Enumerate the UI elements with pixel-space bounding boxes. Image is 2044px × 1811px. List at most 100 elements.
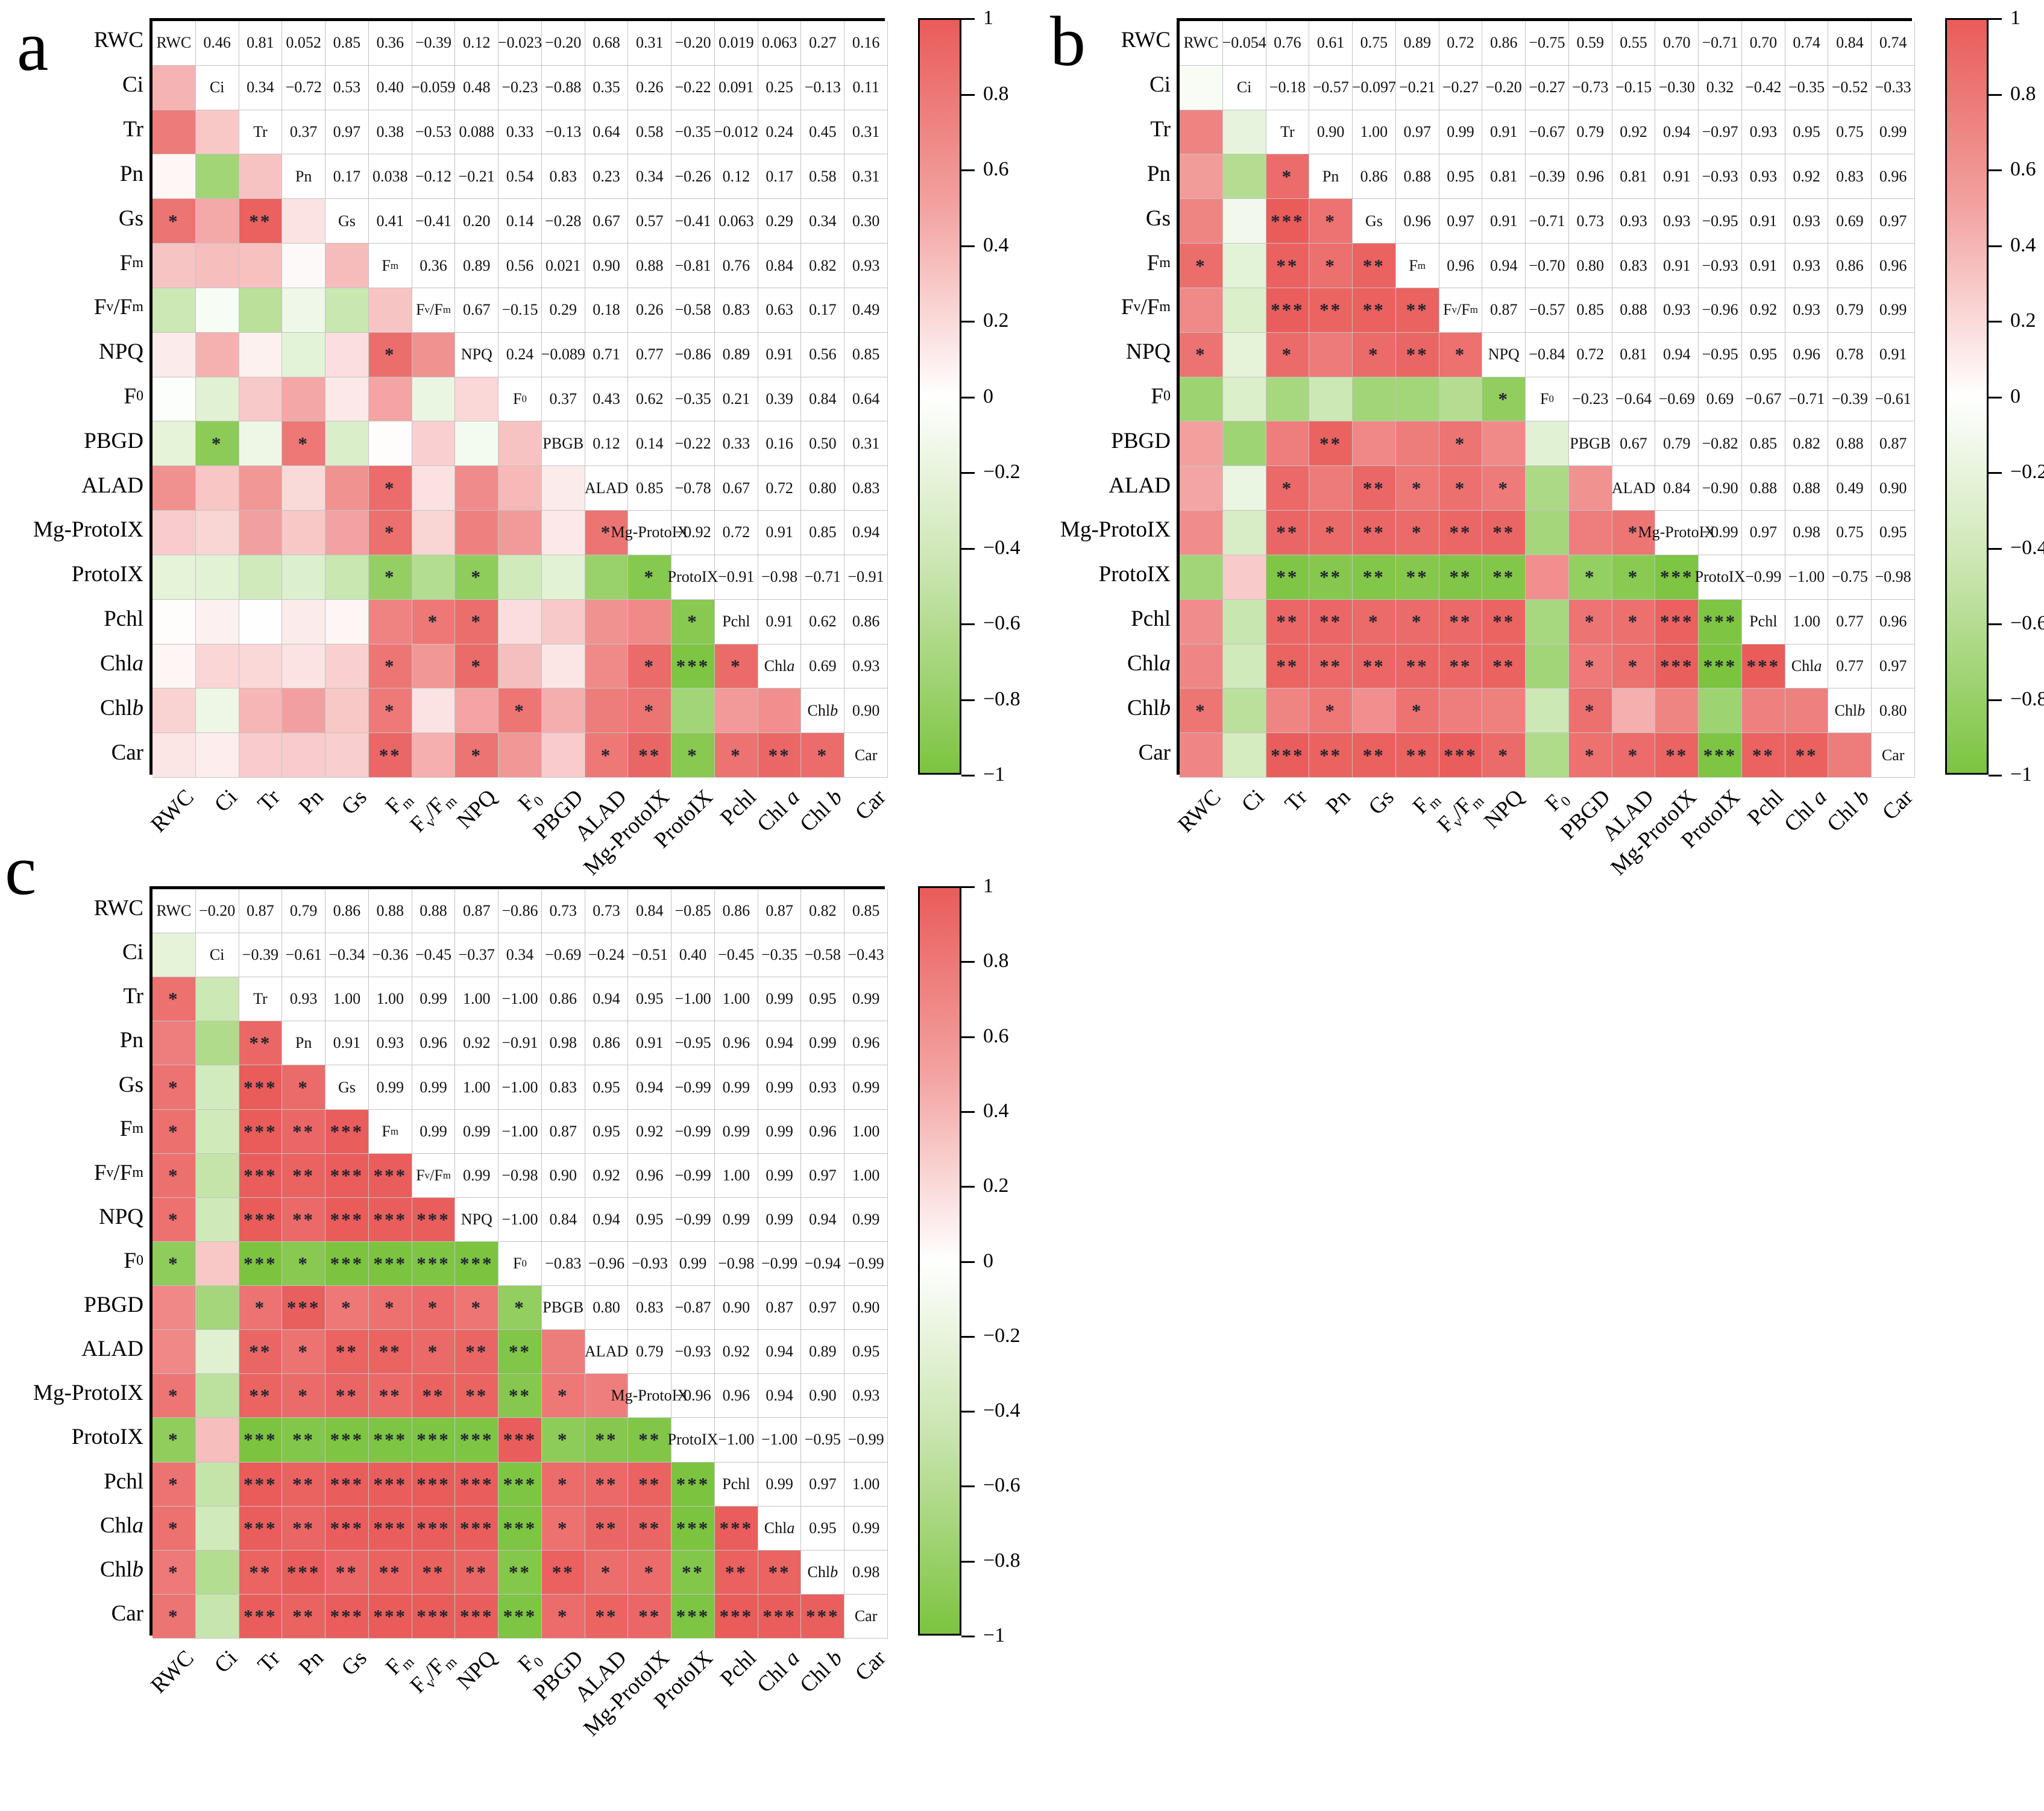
- panel-c-corr-value-cell: −0.99: [844, 1418, 888, 1463]
- panel-c-y-tick-label: PBGD: [84, 1293, 143, 1318]
- panel-b-corr-color-cell: *: [1266, 466, 1310, 511]
- colorbar-tick-label: 0.6: [983, 1024, 1009, 1047]
- panel-c-corr-value-cell: 0.90: [714, 1286, 758, 1331]
- panel-b-corr-value-cell: 0.69: [1699, 377, 1742, 422]
- panel-a-corr-value-cell: 0.16: [758, 421, 802, 467]
- panel-c-corr-color-cell: [195, 1153, 239, 1198]
- panel-a-corr-value-cell: 0.33: [714, 421, 758, 467]
- panel-a-corr-color-cell: [239, 644, 283, 689]
- panel-c-corr-color-cell: *: [153, 1109, 196, 1154]
- colorbar-tick-mark: [961, 245, 975, 247]
- panel-b-diagonal-cell: Chl b: [1828, 688, 1872, 734]
- panel-b-corr-color-cell: **: [1439, 511, 1483, 555]
- panel-c-y-tick-label: Gs: [118, 1072, 143, 1097]
- panel-b-corr-value-cell: 0.75: [1828, 110, 1872, 155]
- panel-b-diagonal-cell: Pchl: [1741, 599, 1785, 644]
- panel-c-corr-value-cell: 0.99: [412, 1065, 456, 1110]
- panel-c-corr-value-cell: −0.58: [801, 933, 845, 978]
- panel-c-corr-value-cell: 0.99: [455, 1153, 499, 1198]
- panel-b-corr-color-cell: [1222, 733, 1266, 778]
- panel-b-corr-color-cell: *: [1568, 555, 1612, 600]
- panel-b-corr-color-cell: **: [1395, 555, 1439, 600]
- panel-c-corr-color-cell: [153, 1330, 196, 1375]
- panel-b-corr-value-cell: 0.92: [1741, 288, 1785, 333]
- panel-b-corr-color-cell: *: [1568, 644, 1612, 689]
- colorbar-tick-label: −1: [2010, 763, 2033, 786]
- panel-a-corr-color-cell: [153, 110, 196, 155]
- panel-a-corr-value-cell: −0.28: [541, 199, 585, 244]
- panel-c-corr-color-cell: *: [153, 1462, 196, 1507]
- panel-a-corr-color-cell: [239, 377, 283, 422]
- panel-c-corr-color-cell: [153, 1286, 196, 1331]
- panel-a-corr-color-cell: [412, 644, 456, 689]
- panel-b-corr-value-cell: 0.99: [1439, 110, 1483, 155]
- panel-c-corr-value-cell: 0.99: [455, 1109, 499, 1154]
- panel-b-corr-value-cell: −0.57: [1526, 288, 1569, 333]
- panel-a-corr-value-cell: 0.49: [844, 288, 888, 333]
- panel-b-corr-value-cell: 0.78: [1828, 332, 1872, 377]
- panel-c-corr-value-cell: 0.94: [585, 977, 629, 1022]
- panel-c-corr-value-cell: −0.35: [758, 933, 802, 978]
- panel-a-corr-color-cell: **: [758, 733, 802, 778]
- panel-b-corr-color-cell: *: [1439, 421, 1483, 467]
- panel-a-corr-color-cell: [282, 599, 326, 644]
- panel-c-corr-color-cell: *: [585, 1550, 629, 1595]
- panel-c-corr-value-cell: 0.99: [758, 1462, 802, 1507]
- panel-b-corr-value-cell: 0.87: [1482, 288, 1526, 333]
- panel-a-corr-color-cell: [195, 688, 239, 734]
- panel-a-corr-color-cell: [412, 332, 456, 377]
- panel-a-corr-value-cell: 0.34: [628, 154, 672, 200]
- panel-c-corr-value-cell: −1.00: [498, 1109, 542, 1154]
- panel-c-corr-color-cell: *: [282, 1065, 326, 1110]
- panel-b-corr-value-cell: 0.97: [1741, 511, 1785, 555]
- panel-a-corr-color-cell: **: [239, 199, 283, 244]
- panel-a-y-tick-label: PBGD: [84, 428, 143, 453]
- panel-a-corr-color-cell: [455, 688, 499, 734]
- panel-c-corr-color-cell: ***: [368, 1506, 412, 1551]
- panel-a-diagonal-cell: ProtoIX: [668, 555, 718, 600]
- colorbar-tick-mark: [961, 1560, 975, 1563]
- panel-c-corr-color-cell: [195, 1506, 239, 1551]
- panel-a-y-tick-label: Tr: [123, 117, 143, 142]
- panel-b-corr-color-cell: *: [1482, 466, 1526, 511]
- panel-c-corr-color-cell: *: [282, 1241, 326, 1287]
- panel-c-corr-value-cell: −0.98: [498, 1153, 542, 1198]
- panel-c-corr-color-cell: ***: [412, 1506, 456, 1551]
- panel-b-matrix: RWC −0.054 0.76 0.61 0.75 0.89 0.72 0.86 −0.75 0.…: [1177, 18, 1915, 778]
- panel-c-corr-value-cell: −0.98: [714, 1241, 758, 1287]
- panel-a-corr-value-cell: 0.038: [368, 154, 412, 200]
- panel-b-corr-color-cell: ***: [1699, 733, 1742, 778]
- panel-b-corr-color-cell: **: [1439, 644, 1483, 689]
- panel-c-corr-value-cell: 0.99: [412, 1109, 456, 1154]
- colorbar-tick-mark: [961, 1110, 975, 1113]
- panel-b-corr-color-cell: [1526, 555, 1569, 600]
- panel-b-corr-color-cell: [1741, 688, 1785, 734]
- panel-c-corr-color-cell: ***: [239, 1153, 283, 1198]
- panel-a-corr-value-cell: 0.53: [325, 65, 369, 110]
- panel-a-diagonal-cell: Chl b: [801, 688, 845, 734]
- panel-a-corr-color-cell: [541, 733, 585, 778]
- panel-c-corr-color-cell: **: [282, 1418, 326, 1463]
- panel-a-corr-color-cell: [368, 599, 412, 644]
- panel-a-corr-color-cell: [325, 555, 369, 600]
- panel-b-corr-color-cell: **: [1395, 733, 1439, 778]
- panel-b-corr-color-cell: **: [1482, 555, 1526, 600]
- panel-b-corr-color-cell: [1180, 555, 1223, 600]
- panel-c-corr-value-cell: −0.24: [585, 933, 629, 978]
- panel-b-y-tick-label: Car: [1138, 740, 1171, 765]
- panel-c-corr-color-cell: [195, 1286, 239, 1331]
- panel-a-corr-color-cell: *: [368, 511, 412, 555]
- panel-c-corr-value-cell: 0.87: [541, 1109, 585, 1154]
- panel-a-diagonal-cell: Mg-ProtoIX: [611, 511, 688, 555]
- panel-c-corr-color-cell: **: [585, 1462, 629, 1507]
- panel-a-y-tick-label: NPQ: [98, 339, 143, 365]
- panel-b-corr-color-cell: *: [1395, 466, 1439, 511]
- panel-c-corr-color-cell: **: [585, 1594, 629, 1639]
- panel-a-corr-color-cell: [325, 644, 369, 689]
- figure-correlation-matrices: a b c RWC 0.46 0.81 0.052 0.85 0.36 −0.39 0.12−…: [5, 5, 2044, 1742]
- panel-c-corr-color-cell: **: [455, 1374, 499, 1419]
- panel-c-corr-value-cell: −1.00: [671, 977, 715, 1022]
- colorbar-tick-mark: [961, 169, 975, 171]
